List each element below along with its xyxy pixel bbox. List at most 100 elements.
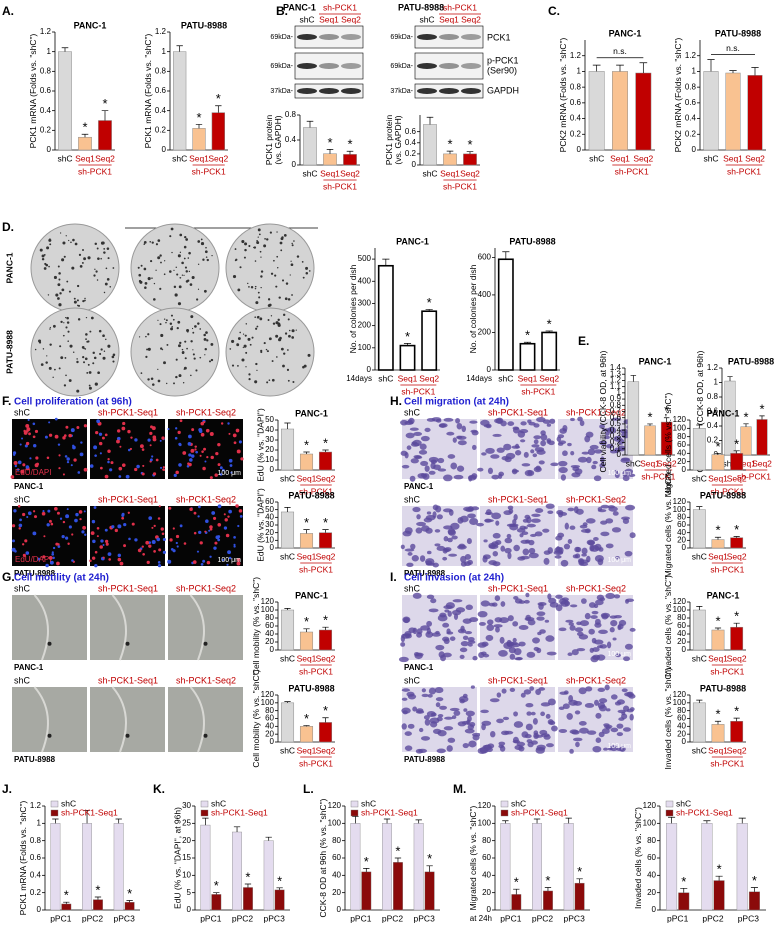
nucleus: [151, 455, 154, 458]
cell: [443, 548, 450, 553]
colony-dot: [237, 288, 241, 292]
size-marker: 37kDa-: [390, 88, 413, 95]
blot-band: [417, 88, 437, 94]
nucleus: [237, 524, 240, 528]
x-tick-label: Seq2: [316, 653, 336, 663]
nucleus: [37, 557, 41, 561]
nucleus: [48, 421, 51, 424]
group-label: sh-PCK1: [615, 166, 649, 176]
group-label: sh-PCK1: [521, 386, 555, 396]
colony-dot: [85, 338, 87, 340]
nucleus: [99, 452, 102, 455]
cell: [625, 504, 636, 511]
colony-dot: [188, 251, 191, 255]
y-tick-label: 100: [673, 698, 687, 707]
nucleus: [188, 453, 192, 457]
cell: [398, 656, 409, 663]
y-tick-label: 0.6: [707, 407, 719, 416]
colony-dot: [192, 353, 195, 356]
bar: [678, 892, 690, 911]
nucleus: [67, 542, 70, 545]
colony-dot: [87, 256, 91, 260]
bar: [50, 823, 61, 911]
x-tick-label: pPC3: [114, 913, 136, 923]
colony-dot: [105, 338, 107, 341]
colony-dot: [237, 365, 239, 367]
error-bar: [326, 149, 334, 154]
bar: [173, 51, 187, 151]
cell: [443, 417, 454, 422]
cell: [610, 694, 618, 700]
colony-dot: [251, 336, 254, 339]
x-tick-label: Seq2: [208, 153, 228, 163]
nucleus: [195, 450, 198, 454]
colony-dot: [138, 336, 141, 338]
cell: [420, 460, 429, 467]
colony-dot: [102, 356, 106, 360]
colony-dot: [287, 349, 289, 351]
cell-line-label: PANC-1: [283, 2, 316, 12]
cell: [605, 708, 611, 712]
x-tick-label: Seq1: [640, 458, 660, 468]
colony-dot: [112, 353, 116, 357]
nucleus: [78, 510, 83, 514]
nucleus: [21, 543, 25, 546]
nucleus: [189, 458, 193, 462]
cell: [624, 692, 633, 697]
nucleus: [96, 526, 100, 530]
colony-dot: [291, 244, 294, 247]
nucleus: [198, 530, 202, 535]
x-tick-label: pPC3: [564, 913, 586, 923]
legend-label: sh-PCK1-Seq1: [511, 807, 568, 817]
error-bar: [544, 887, 552, 891]
colony-dot: [99, 352, 102, 355]
nucleus: [17, 504, 21, 508]
error-bar: [446, 150, 454, 154]
y-tick-label: 120: [328, 801, 342, 810]
nucleus: [94, 550, 98, 554]
cell: [596, 594, 605, 601]
nucleus: [235, 504, 239, 508]
colony-dot: [253, 246, 257, 249]
cell: [601, 613, 609, 620]
bar: [692, 609, 706, 651]
nucleus: [18, 523, 23, 528]
nucleus: [118, 475, 122, 478]
nucleus: [48, 433, 53, 437]
error-bar: [707, 59, 715, 72]
x-tick-label: Seq1: [75, 153, 95, 163]
colony-dot: [302, 365, 305, 369]
nucleus: [46, 523, 50, 527]
bar: [200, 824, 211, 911]
y-tick-label: 20: [265, 729, 274, 738]
x-tick-label: Seq2: [727, 473, 747, 483]
x-tick-label: pPC3: [738, 913, 760, 923]
cell: [617, 438, 625, 445]
y-tick-label: 0.8: [285, 110, 297, 119]
y-tick-label: 1.4: [610, 363, 622, 372]
colony-dot: [41, 257, 45, 261]
colony-dot: [184, 235, 187, 239]
significance: *: [647, 409, 652, 424]
error-bar: [630, 375, 637, 382]
cell: [512, 621, 519, 627]
nucleus: [98, 432, 103, 436]
y-tick-label: 10: [265, 535, 274, 544]
colony-dot: [155, 243, 159, 246]
colony-dot: [241, 358, 245, 362]
blot-band: [417, 34, 437, 40]
nucleus: [174, 436, 178, 440]
y-tick-label: 0.2: [40, 125, 52, 134]
cell: [434, 529, 441, 533]
blot-band: [319, 34, 339, 40]
nucleus: [11, 524, 16, 528]
colony-dot: [94, 268, 96, 270]
nucleus: [214, 473, 218, 477]
cell: [625, 599, 630, 604]
cell: [413, 431, 423, 436]
cell: [404, 630, 412, 637]
cell: [407, 552, 413, 556]
x-prefix: at 24h: [470, 914, 492, 923]
x-tick-label: Seq2: [460, 168, 480, 178]
significance: *: [715, 439, 720, 454]
